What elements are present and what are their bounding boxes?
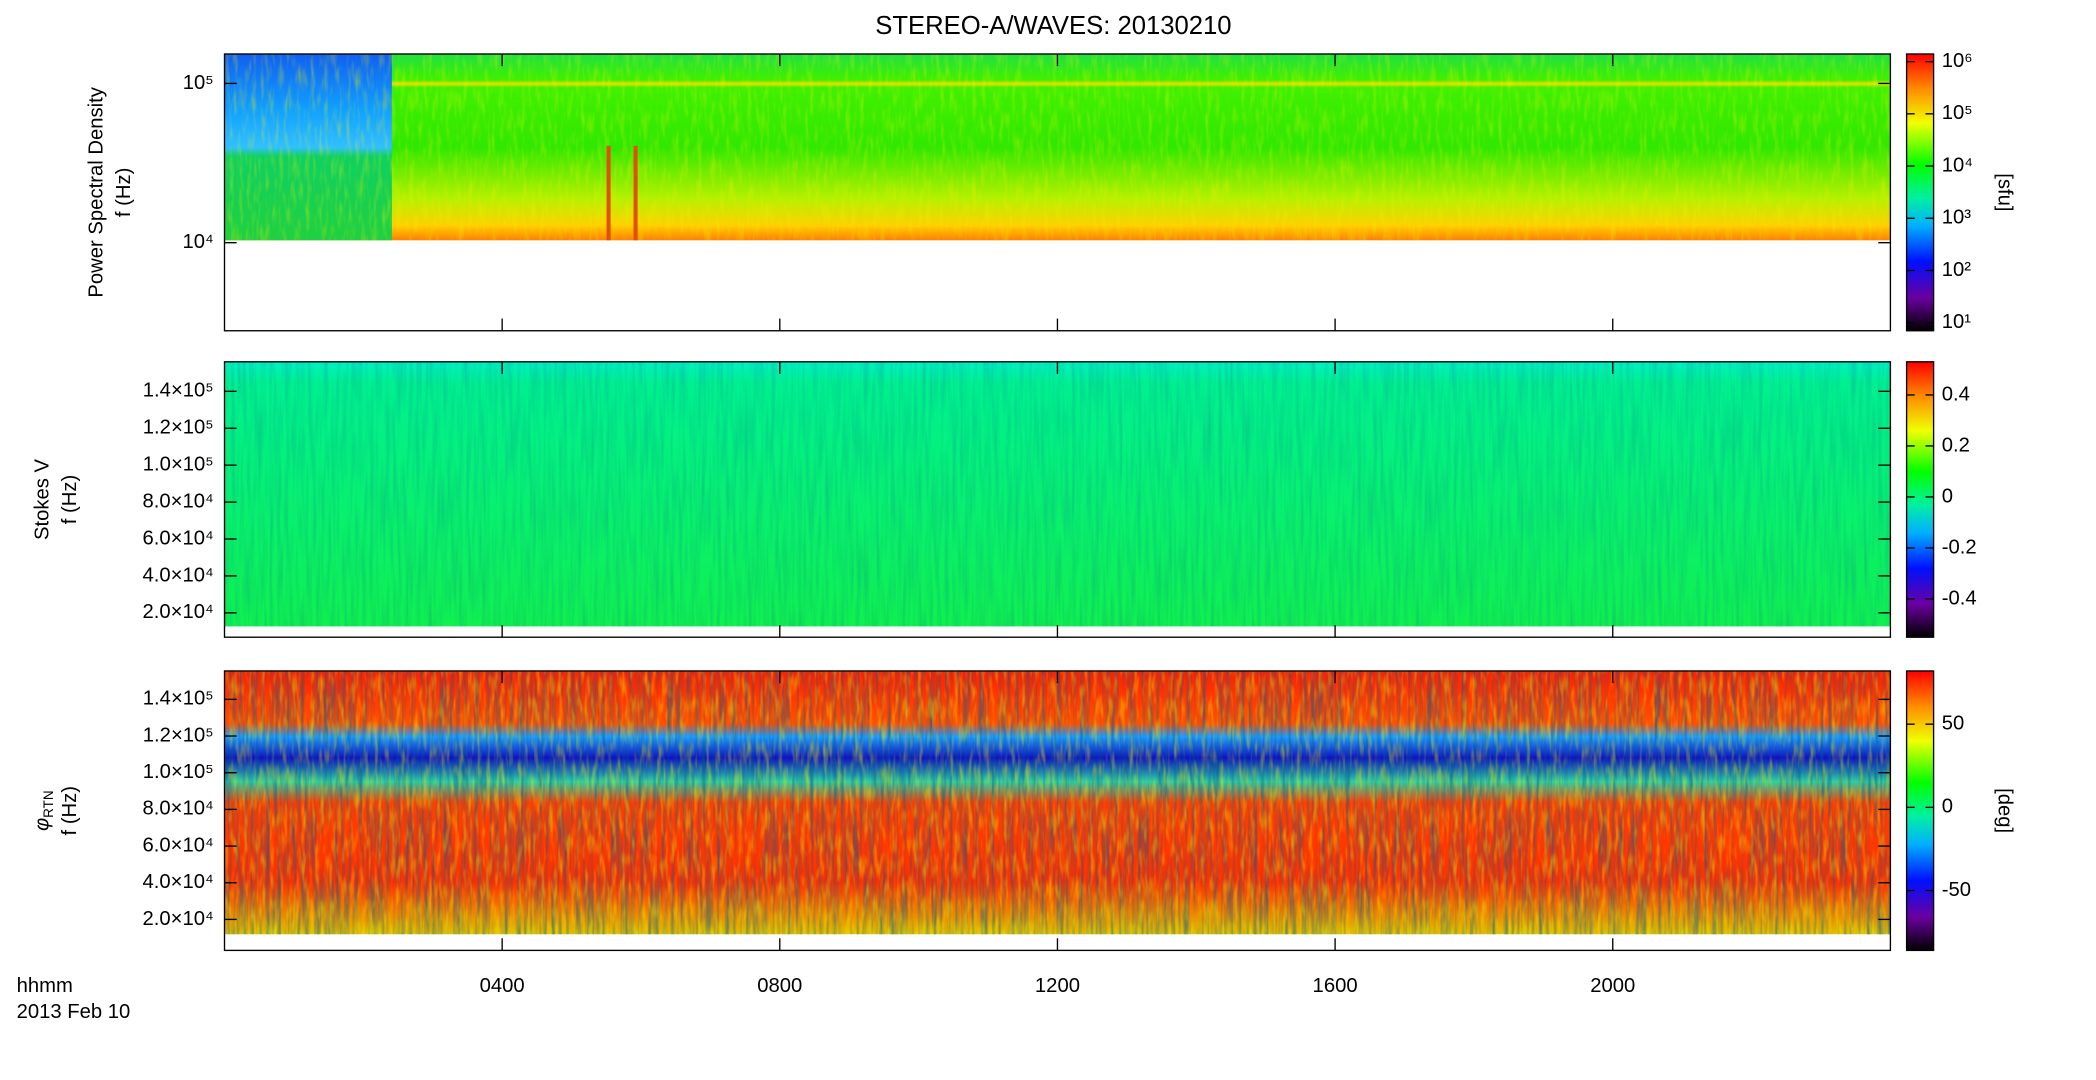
y-axis-label-text: φ [32, 818, 54, 831]
colorbar-tick-label: 50 [1942, 713, 1965, 735]
y-axis-label-text: Stokes V [32, 458, 54, 540]
y-tick-label: 8.0×10⁴ [142, 798, 213, 820]
burst [606, 145, 611, 241]
y-axis-label: Power Spectral Density [86, 86, 108, 297]
colorbar-tick-label: 10² [1942, 259, 1972, 281]
y-axis-unit: f (Hz) [59, 786, 81, 835]
x-tick-label: 1600 [1313, 975, 1358, 997]
colorbar [1906, 361, 1934, 638]
spectrogram-texture [224, 670, 1891, 935]
y-tick-label: 1.2×10⁵ [143, 417, 214, 439]
y-axis-label-sub: RTN [41, 790, 56, 818]
chart-title: STEREO-A/WAVES: 20130210 [875, 12, 1231, 40]
colorbar-frame [1905, 670, 1935, 952]
colorbar-tick-label: -0.2 [1942, 536, 1977, 558]
y-axis-label-text: Power Spectral Density [86, 86, 108, 297]
spectrogram-texture [224, 54, 1891, 241]
y-tick-label: 4.0×10⁴ [142, 871, 213, 893]
colorbar-tick-label: -50 [1942, 879, 1971, 901]
x-axis-label: hhmm [17, 975, 73, 997]
colorbar-tick-label: 10⁶ [1942, 50, 1973, 72]
y-tick-label: 6.0×10⁴ [142, 834, 213, 856]
y-tick-label: 8.0×10⁴ [142, 490, 213, 512]
y-tick-label: 1.4×10⁵ [143, 688, 214, 710]
colorbar-label: [deg] [1993, 788, 2015, 833]
x-tick-label: 1200 [1035, 975, 1080, 997]
date-label: 2013 Feb 10 [17, 1001, 131, 1023]
colorbar-label: [sfu] [1993, 173, 2015, 211]
y-tick-label: 1.4×10⁵ [143, 380, 214, 402]
spectrogram-texture [224, 361, 1891, 627]
x-tick-label: 0400 [480, 975, 525, 997]
colorbar-frame [1905, 361, 1935, 638]
y-axis-label: φRTN [32, 790, 56, 831]
y-tick-label: 10⁵ [183, 72, 214, 94]
y-tick-label: 4.0×10⁴ [142, 564, 213, 586]
y-tick-label: 1.2×10⁵ [143, 724, 214, 746]
y-axis-label: Stokes V [32, 458, 54, 540]
colorbar-tick-label: 10⁵ [1942, 102, 1973, 124]
colorbar-tick-label: 0 [1942, 796, 1953, 818]
y-tick-label: 1.0×10⁵ [143, 454, 214, 476]
colorbar-tick-label: 0.4 [1942, 383, 1970, 405]
y-axis-unit: f (Hz) [59, 475, 81, 524]
y-tick-label: 10⁴ [182, 231, 213, 253]
y-tick-label: 6.0×10⁴ [142, 527, 213, 549]
burst [633, 145, 638, 241]
colorbar-tick-label: -0.4 [1942, 587, 1977, 609]
colorbar [1906, 54, 1934, 331]
colorbar [1906, 670, 1934, 951]
colorbar-tick-label: 10¹ [1942, 311, 1972, 333]
colorbar-tick-label: 10³ [1942, 207, 1972, 229]
y-axis-unit: f (Hz) [113, 168, 135, 218]
x-tick-label: 0800 [757, 975, 802, 997]
x-tick-label: 2000 [1590, 975, 1635, 997]
colorbar-frame [1905, 53, 1935, 332]
colorbar-tick-label: 10⁴ [1942, 154, 1973, 176]
colorbar-tick-label: 0 [1942, 485, 1953, 507]
y-tick-label: 1.0×10⁵ [143, 761, 214, 783]
colorbar-tick-label: 0.2 [1942, 434, 1970, 456]
y-tick-label: 2.0×10⁴ [142, 601, 213, 623]
y-tick-label: 2.0×10⁴ [142, 908, 213, 930]
